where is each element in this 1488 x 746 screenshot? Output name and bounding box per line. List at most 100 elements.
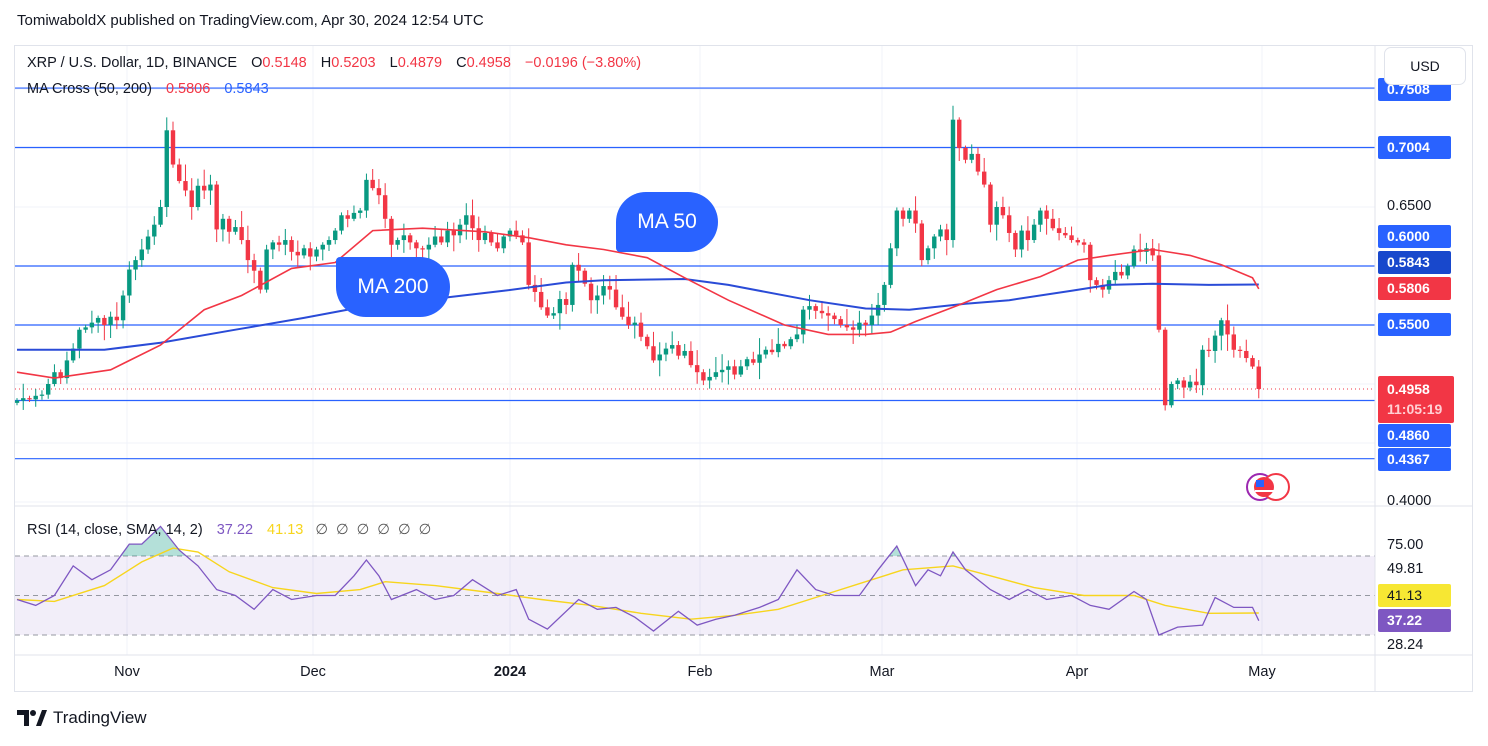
tradingview-logo[interactable]: TradingView [17, 708, 147, 728]
candle-body [875, 304, 881, 316]
candle [563, 292, 569, 315]
candle [46, 378, 51, 399]
candle [707, 368, 712, 389]
ma50-line [16, 227, 1260, 379]
candle-body [713, 372, 719, 377]
candle-body [426, 244, 432, 250]
candle [345, 210, 350, 228]
time-label-2024: 2024 [493, 664, 527, 680]
candle-body [913, 210, 918, 224]
candle [251, 253, 257, 284]
rsi-indicator-name: RSI (14, close, SMA, 14, 2) [27, 522, 203, 538]
flag-icon[interactable] [1246, 473, 1290, 501]
candle [819, 300, 825, 319]
candle-body [382, 195, 388, 219]
candle [620, 294, 625, 320]
candle-body [807, 306, 812, 310]
ma200-annotation[interactable]: MA 200 [336, 257, 450, 317]
candle-body [938, 229, 943, 237]
candle [907, 207, 912, 223]
candle-body [1194, 381, 1199, 386]
candle-body [751, 359, 756, 363]
rsi-tick-mid: 49.81 [1387, 561, 1424, 577]
close-value: 0.4958 [466, 55, 511, 71]
change-value: −0.0196 (−3.80%) [524, 55, 642, 71]
moving-averages [16, 227, 1260, 379]
candle [476, 216, 481, 252]
candle [645, 334, 650, 350]
candle [950, 105, 956, 248]
candle-body [1225, 320, 1230, 335]
symbol-name: XRP / U.S. Dollar, 1D, BINANCE [27, 55, 238, 71]
rsi-legend[interactable]: RSI (14, close, SMA, 14, 2) 37.22 41.13 … [27, 522, 431, 538]
candle-body [114, 316, 120, 321]
candle-body [832, 315, 837, 320]
candle-body [576, 264, 581, 271]
ma50-annotation[interactable]: MA 50 [616, 192, 718, 252]
time-label-feb: Feb [687, 664, 713, 680]
candle [913, 196, 918, 233]
candle-body [882, 284, 887, 305]
null-value: ∅ [315, 522, 329, 538]
candle-body [233, 227, 238, 232]
candle-body [1162, 329, 1168, 406]
ma-legend[interactable]: MA Cross (50, 200) 0.5806 0.5843 [27, 81, 269, 97]
candle-body [64, 360, 70, 379]
candle-body [308, 248, 313, 257]
candle [1131, 245, 1137, 269]
high-value: 0.5203 [331, 55, 376, 71]
candle [239, 211, 244, 245]
candle [83, 324, 88, 333]
candle-body [957, 119, 962, 148]
candle [202, 169, 207, 200]
candle [95, 315, 101, 333]
candle [882, 281, 887, 312]
candle-body [27, 398, 32, 400]
currency-button[interactable]: USD [1384, 47, 1466, 85]
candle [1056, 217, 1062, 241]
time-label-mar: Mar [869, 664, 895, 680]
candle [376, 179, 382, 205]
candle [788, 336, 793, 350]
candle-body [39, 394, 45, 396]
candle [1119, 264, 1124, 279]
candle-body [507, 230, 513, 237]
candle [339, 212, 344, 235]
candle [963, 145, 968, 164]
candle-body [239, 227, 244, 241]
candle-body [719, 369, 725, 373]
candle [1025, 216, 1031, 251]
candle [1212, 330, 1218, 363]
candle-body [988, 184, 993, 225]
candle-body [258, 270, 263, 290]
candle-body [139, 249, 144, 261]
candle-body [1250, 358, 1255, 367]
ma50-price-label: 0.5806 [1378, 277, 1451, 300]
symbol-legend[interactable]: XRP / U.S. Dollar, 1D, BINANCE O0.5148 H… [27, 55, 641, 71]
candle [769, 339, 775, 355]
ma200-line [17, 277, 1259, 351]
candle-body [651, 346, 656, 361]
candle-body [563, 299, 569, 305]
candle [1144, 242, 1149, 264]
candle [838, 316, 843, 328]
candle-body [732, 366, 737, 375]
candle [351, 205, 357, 222]
candle-body [794, 334, 800, 340]
candle [145, 229, 151, 254]
candle-body [189, 190, 194, 207]
candle [1063, 227, 1068, 239]
open-label: O [251, 55, 263, 71]
candle-body [70, 348, 76, 361]
candle-body [439, 236, 444, 243]
candle-body [1169, 384, 1174, 406]
candle-body [757, 354, 762, 363]
candle-body [963, 148, 968, 160]
candle [670, 331, 675, 354]
candle-body [21, 398, 26, 401]
candle [127, 261, 132, 303]
candle-body [844, 325, 850, 328]
publisher-line: TomiwaboldX published on TradingView.com… [17, 12, 484, 29]
candle-body [1013, 232, 1018, 250]
